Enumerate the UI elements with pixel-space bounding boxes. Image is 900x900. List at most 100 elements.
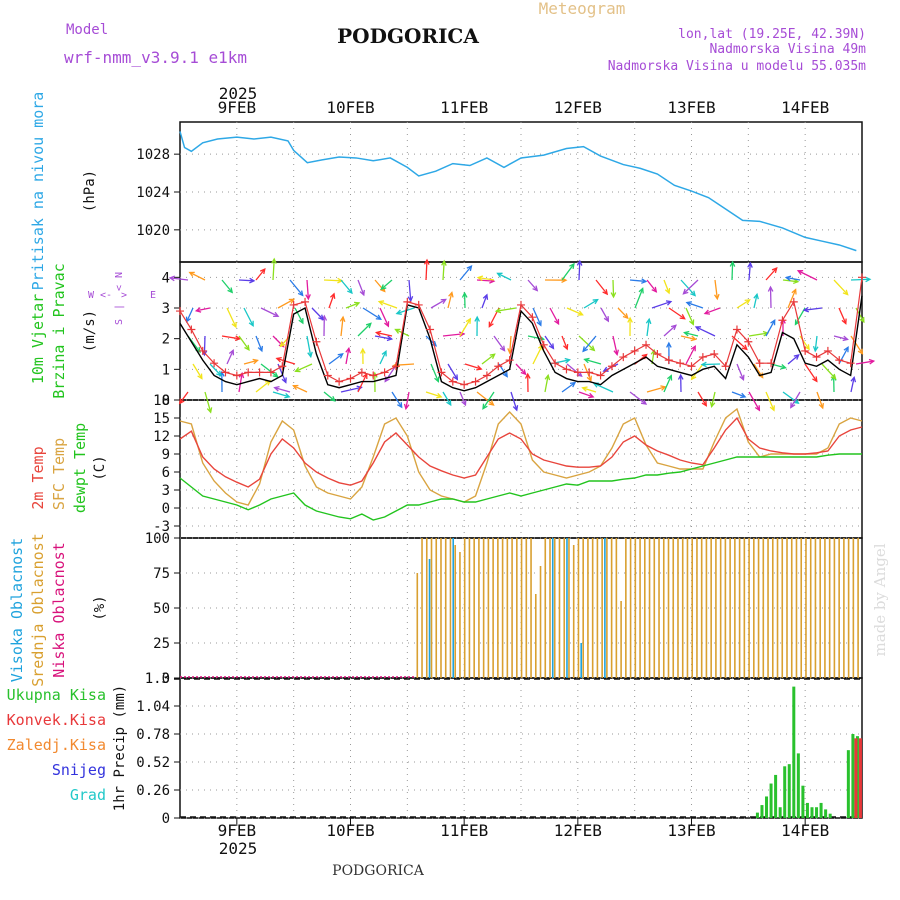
wind-arrow [561,382,576,393]
wind-arrow-head [666,374,673,381]
wind-gust-marker [823,346,832,355]
wind-arrow [464,363,482,370]
wind-arrow [255,268,266,281]
wind-arrow [345,302,360,309]
wind-arrow [204,391,212,413]
svg-text:<-: <- [100,290,112,301]
svg-text:<: < [114,285,125,291]
wind-arrow [821,363,837,380]
top-day-label: 14FEB [781,98,829,117]
wind-arrow-head [281,377,287,384]
precip-bar [855,736,859,818]
wind-gust-marker [437,368,446,377]
wind-gust-marker [176,307,184,316]
wind-gust-marker [482,371,491,380]
wind-gust-marker [369,371,378,380]
wind-arrow [260,363,279,378]
precip-label-total: Ukupna Kisa [7,686,106,704]
wind-arrow-head [197,373,203,380]
wind-arrow [510,391,518,411]
wind-arrow-head [512,405,519,412]
wind-arrow-head [294,367,301,373]
svg-text:N: N [114,272,125,278]
wind-arrow [515,363,527,375]
wind-arrow-head [709,401,716,409]
wind-arrow-head [660,385,667,391]
top-day-label: 12FEB [554,98,602,117]
cloud-label-mid: Srednja Oblacnost [29,533,47,687]
wind-arrow-head [489,353,496,360]
wind-arrow-head [248,320,254,328]
top-day-label: 11FEB [440,98,488,117]
wind-arrow-head [337,353,344,359]
wind-arrow-head [569,262,575,269]
cloud-ytick-label: 25 [153,636,170,652]
wind-arrow-head [689,319,695,326]
precip-bar [854,738,858,818]
precip-unit: 1hr Precip (mm) [112,685,128,811]
wind-arrow [209,363,222,377]
page-title: PODGORICA [337,24,479,48]
wind-arrow [196,307,211,312]
wind-arrow [833,335,848,341]
wind-arrow [340,279,353,294]
wind-gust-marker [528,313,537,322]
cloud-label-high: Visoka Oblacnost [8,538,26,683]
wind-arrow [357,279,365,296]
wind-arrow [509,335,512,354]
wind-arrow [651,300,672,309]
wind-arrow [544,335,554,349]
wind-arrow-head [532,285,539,292]
wind-gust-marker [585,368,594,377]
wind-arrow-head [488,400,495,406]
wind-arrow-head [744,299,751,305]
wind-arrow [380,279,393,290]
wind-arrow [731,391,746,398]
wind-arrow-head [461,399,467,407]
wind-gust-marker [767,359,776,368]
wind-arrow-head [677,373,684,380]
wind-gust-marker [232,371,241,380]
wind-arrow-head [206,407,213,414]
wind-arrow-head [482,293,489,300]
wind-gust-marker [835,356,844,365]
wind-arrow-head [713,293,720,301]
wind-arrow [684,331,699,337]
temperature-ytick-label: 3 [162,483,170,499]
wind-arrow-head [227,287,234,294]
lonlat-label: lon,lat (19.25E, 42.39N) [678,27,866,42]
wind-arrow-head [802,306,810,313]
wind-gust-marker [732,325,741,334]
wind-arrow [430,363,439,382]
wind-arrow-head [610,292,617,299]
precip-bar [774,774,778,818]
wind-arrow [790,391,801,408]
wind-arrow-head [793,354,800,360]
bottom-day-label: 9FEB [218,821,257,840]
wind-arrow-head [791,288,797,295]
wind-arrow [663,324,677,337]
wind-arrow [753,294,758,309]
wind-arrow-head [318,314,325,321]
wind-gust-marker [744,337,753,346]
top-day-label: 13FEB [667,98,715,117]
wind-arrow [221,279,233,293]
wind-arrow-head [359,289,365,297]
cloud-ytick-label: 75 [153,566,170,582]
wind-arrow [710,391,716,407]
wind-arrow-head [431,340,438,347]
wind-arrow [600,307,609,322]
wind-arrow-head [305,294,311,301]
wind-arrow-head [638,287,644,294]
wind-arrow [714,279,718,299]
wind-arrow-head [613,349,619,356]
precip-label-grad: Grad [70,786,106,804]
temperature-ytick-label: 15 [153,411,170,427]
wind-arrow [566,307,583,316]
wind-gust-marker [414,300,423,309]
precip-bar [851,734,855,818]
wind-arrow [374,279,386,292]
temp-label-dewpt: dewpt Temp [71,423,89,513]
wind-arrow-head [465,317,472,324]
wind-gust-marker [448,377,457,386]
